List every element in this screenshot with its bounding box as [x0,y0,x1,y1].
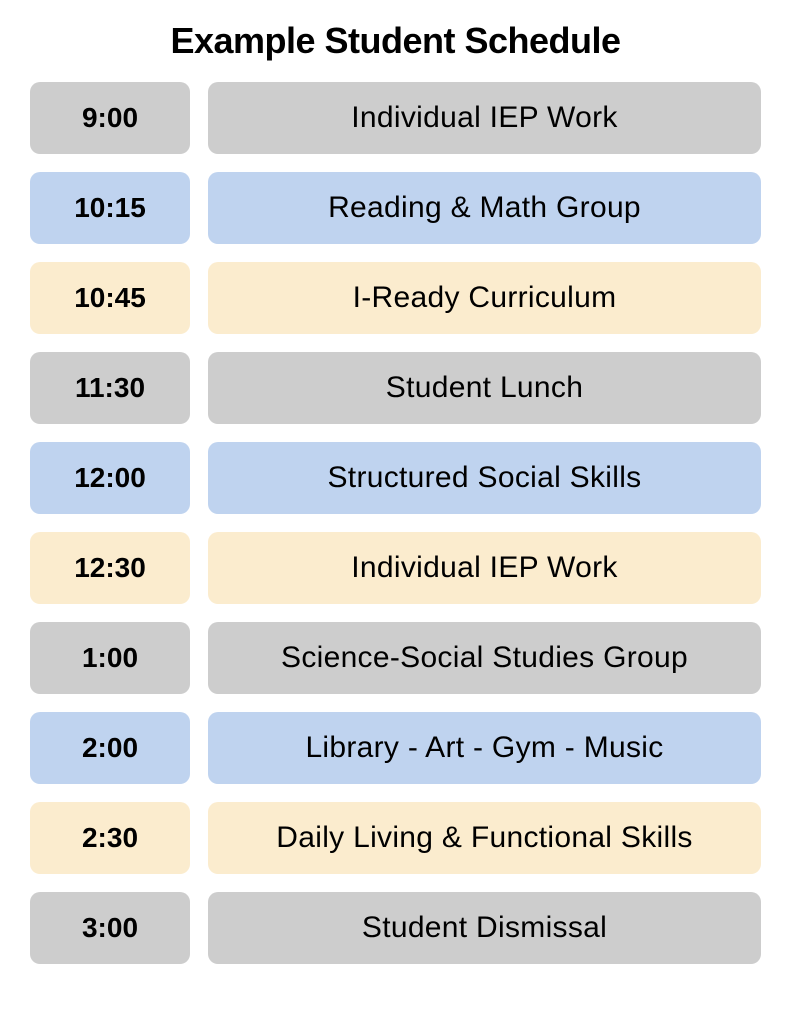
schedule-row: 2:30Daily Living & Functional Skills [30,802,761,874]
time-cell: 10:45 [30,262,190,334]
time-cell: 9:00 [30,82,190,154]
activity-cell: Individual IEP Work [208,82,761,154]
schedule-table: 9:00Individual IEP Work10:15Reading & Ma… [30,82,761,964]
activity-cell: Student Lunch [208,352,761,424]
schedule-row: 9:00Individual IEP Work [30,82,761,154]
time-cell: 2:00 [30,712,190,784]
time-cell: 3:00 [30,892,190,964]
activity-cell: Individual IEP Work [208,532,761,604]
activity-cell: Library - Art - Gym - Music [208,712,761,784]
schedule-row: 10:15Reading & Math Group [30,172,761,244]
schedule-row: 11:30Student Lunch [30,352,761,424]
time-cell: 12:00 [30,442,190,514]
schedule-row: 1:00Science-Social Studies Group [30,622,761,694]
time-cell: 12:30 [30,532,190,604]
schedule-row: 12:00Structured Social Skills [30,442,761,514]
activity-cell: Structured Social Skills [208,442,761,514]
activity-cell: Science-Social Studies Group [208,622,761,694]
activity-cell: Daily Living & Functional Skills [208,802,761,874]
schedule-row: 3:00Student Dismissal [30,892,761,964]
time-cell: 2:30 [30,802,190,874]
schedule-row: 12:30Individual IEP Work [30,532,761,604]
time-cell: 10:15 [30,172,190,244]
schedule-row: 10:45I-Ready Curriculum [30,262,761,334]
time-cell: 1:00 [30,622,190,694]
schedule-row: 2:00Library - Art - Gym - Music [30,712,761,784]
page-title: Example Student Schedule [30,20,761,62]
time-cell: 11:30 [30,352,190,424]
activity-cell: I-Ready Curriculum [208,262,761,334]
activity-cell: Student Dismissal [208,892,761,964]
activity-cell: Reading & Math Group [208,172,761,244]
